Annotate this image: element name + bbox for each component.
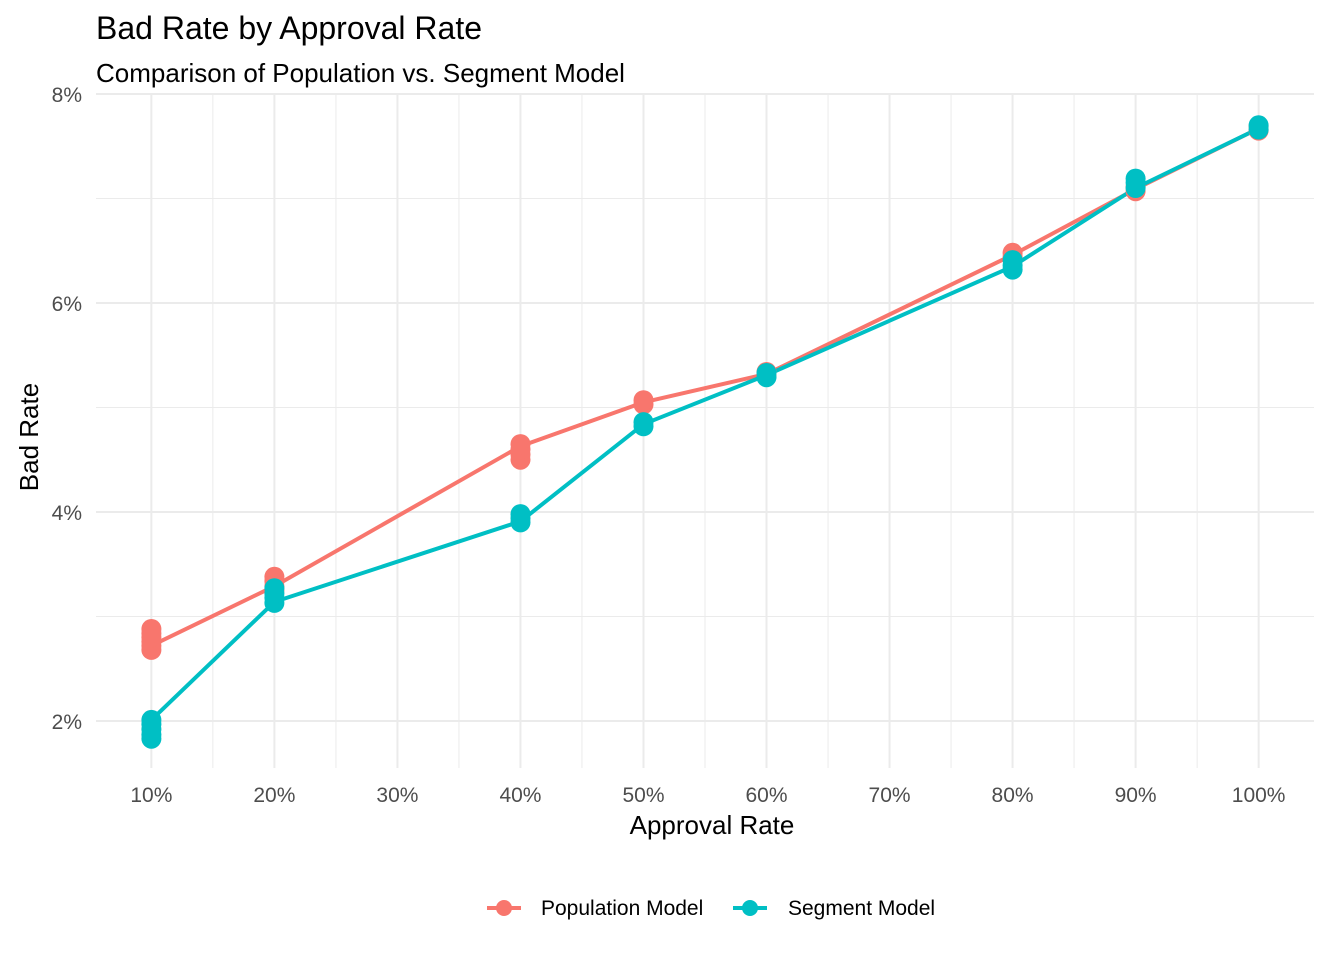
legend-key-population-marker (487, 900, 521, 916)
series-0-point (633, 390, 654, 411)
series-1-point (1248, 115, 1269, 136)
series-1-point (756, 363, 777, 383)
x-tick-label: 30% (376, 784, 418, 807)
legend-label-segment: Segment Model (788, 897, 936, 920)
x-tick-label: 40% (499, 784, 541, 807)
y-tick-label: 2% (52, 711, 82, 734)
series-line-1 (150, 126, 1260, 722)
series-points (141, 115, 1269, 749)
chart-subtitle: Comparison of Population vs. Segment Mod… (96, 58, 625, 88)
x-tick-label: 80% (992, 784, 1034, 807)
legend: Population Model Segment Model (0, 888, 1344, 928)
series-1-point (1002, 250, 1023, 271)
legend-item-population: Population Model (484, 888, 724, 928)
y-tick-label: 4% (52, 502, 82, 525)
x-tick-label: 70% (869, 784, 911, 807)
x-tick-label: 90% (1115, 784, 1157, 807)
y-axis-label: Bad Rate (14, 383, 44, 491)
x-axis-label: Approval Rate (630, 810, 795, 840)
series-lines (150, 126, 1260, 722)
legend-label-population: Population Model (541, 897, 704, 920)
x-tick-label: 60% (745, 784, 787, 807)
series-0-point (141, 619, 162, 639)
x-tick-labels: 10% 20% 30% 40% 50% 60% 70% 80% 90% 100% (130, 784, 1285, 807)
x-tick-label: 20% (253, 784, 295, 807)
chart-title: Bad Rate by Approval Rate (96, 10, 483, 46)
grid-minor (96, 94, 1314, 768)
series-1-point (264, 578, 285, 599)
series-1-point (510, 504, 531, 525)
y-tick-label: 8% (52, 84, 82, 107)
legend-key-segment-marker (733, 900, 767, 916)
x-tick-label: 100% (1232, 784, 1286, 807)
grid-major (96, 93, 1314, 768)
series-1-point (1125, 168, 1146, 189)
series-1-point (633, 412, 654, 433)
series-0-point (510, 434, 531, 455)
y-tick-label: 6% (52, 293, 82, 316)
x-tick-label: 10% (130, 784, 172, 807)
legend-item-segment: Segment Model (730, 888, 960, 928)
series-1-point (141, 709, 162, 730)
x-tick-label: 50% (622, 784, 664, 807)
y-tick-labels: 2% 4% 6% 8% (52, 84, 82, 734)
